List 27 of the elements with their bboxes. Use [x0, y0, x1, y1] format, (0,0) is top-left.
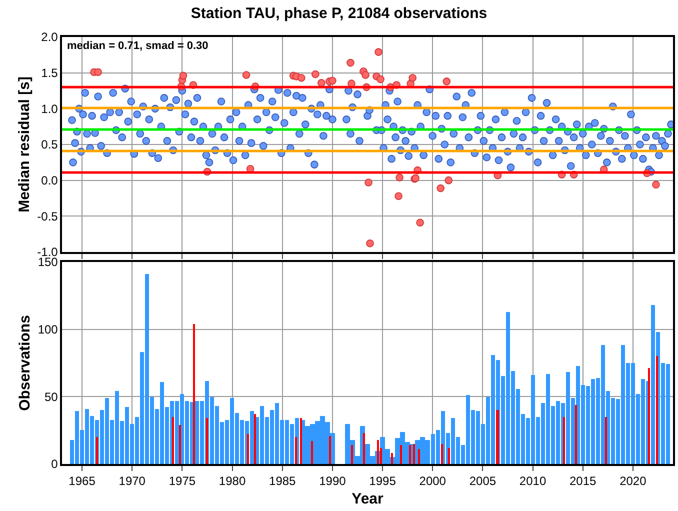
x-tick-label: 1980 — [218, 474, 246, 488]
x-tick-label: 1985 — [269, 474, 296, 488]
x-tick-label: 1995 — [369, 474, 396, 488]
annotation: median = 0.71, smad = 0.30 — [67, 40, 208, 52]
y-tick-label: 150 — [38, 255, 58, 270]
y-axis-title: Median residual [s] — [16, 76, 33, 212]
y-tick-label: 50 — [44, 390, 58, 404]
chart-title: Station TAU, phase P, 21084 observations — [190, 5, 488, 22]
x-tick-label: 1975 — [168, 474, 196, 488]
x-tick-label: 2010 — [519, 474, 546, 488]
x-tick-label: 2015 — [570, 474, 597, 488]
y-tick-label: 2.0 — [41, 30, 58, 44]
y-tick-label: 0 — [51, 457, 58, 472]
y-tick-label: 100 — [38, 322, 58, 337]
y-tick-label: 0.0 — [41, 174, 58, 188]
y-tick-label: 1.5 — [41, 66, 58, 80]
x-tick-label: 1965 — [68, 474, 96, 488]
x-tick-label: 1970 — [118, 474, 146, 488]
x-tick-label: 2000 — [419, 474, 446, 488]
y-tick-label: -0.5 — [37, 209, 58, 224]
x-axis-title: Year — [352, 490, 384, 508]
y-axis-title: Observations — [16, 315, 34, 411]
x-tick-label: 2020 — [620, 474, 647, 488]
y-tick-label: 0.5 — [41, 138, 58, 152]
y-tick-label: 1.0 — [41, 102, 58, 116]
x-tick-label: 1990 — [319, 474, 346, 488]
x-tick-label: 2005 — [469, 474, 496, 488]
